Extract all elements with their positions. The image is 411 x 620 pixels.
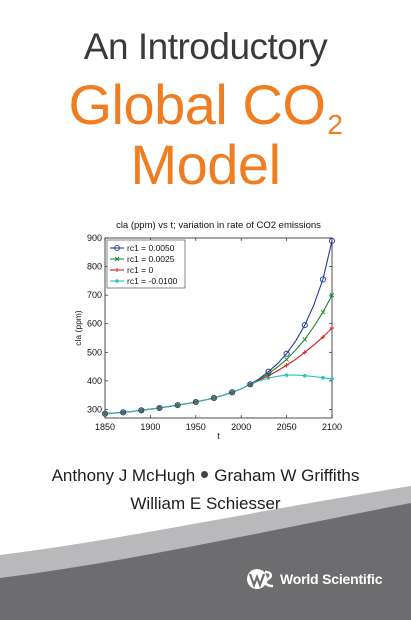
- data-point: [139, 407, 144, 413]
- author-name: Graham W Griffiths: [214, 466, 360, 485]
- data-point: [247, 381, 253, 387]
- data-point: [321, 375, 325, 380]
- data-point: [301, 322, 308, 329]
- legend-marker: [115, 268, 119, 272]
- x-tick-label: 2100: [322, 422, 342, 432]
- data-point: [330, 377, 334, 381]
- data-point: [284, 362, 289, 368]
- x-tick-label: 1850: [95, 422, 115, 432]
- legend-marker: [114, 256, 120, 262]
- authors-line-1: Anthony J McHugh Graham W Griffiths: [0, 466, 411, 486]
- x-tick-label: 2000: [231, 422, 251, 432]
- y-tick-label: 600: [87, 319, 102, 329]
- legend-label: rc1 = 0.0050: [127, 243, 175, 253]
- title-line-2: Model: [130, 133, 281, 196]
- data-point: [265, 368, 272, 375]
- data-point: [229, 389, 235, 395]
- y-tick-label: 300: [87, 404, 102, 414]
- data-point: [157, 405, 162, 411]
- data-point: [302, 373, 307, 378]
- cover-chart: cla (ppm) vs t; variation in rate of CO2…: [70, 212, 360, 452]
- publisher-name: World Scientific: [280, 571, 383, 587]
- data-point: [284, 373, 289, 377]
- data-point: [284, 357, 289, 362]
- data-point: [329, 325, 335, 331]
- data-point: [211, 395, 217, 401]
- data-point: [102, 411, 108, 417]
- pre-title: An Introductory: [83, 26, 328, 67]
- data-point: [247, 381, 254, 388]
- data-point: [266, 376, 271, 380]
- authors-line-2: William E Schiesser: [130, 494, 281, 513]
- data-point: [120, 409, 127, 416]
- legend-label: rc1 = -0.0100: [127, 276, 178, 286]
- legend-label: rc1 = 0: [127, 265, 153, 275]
- data-point: [210, 394, 218, 402]
- author-name: Anthony J McHugh: [51, 466, 196, 485]
- data-point: [266, 371, 271, 377]
- data-point: [174, 402, 181, 409]
- data-point: [101, 410, 109, 417]
- x-tick-label: 1950: [186, 422, 206, 432]
- x-tick-label: 2050: [277, 422, 297, 432]
- separator-dot: [201, 471, 209, 479]
- title-line-1: Global CO2: [0, 72, 411, 140]
- data-point: [302, 337, 308, 342]
- legend-label: rc1 = 0.0025: [127, 254, 175, 264]
- y-axis-label: cla (ppm): [73, 310, 83, 346]
- y-tick-label: 700: [87, 290, 102, 300]
- data-point: [120, 409, 126, 415]
- data-point: [320, 334, 326, 340]
- data-point: [229, 389, 236, 396]
- x-axis-label: t: [217, 431, 220, 441]
- y-tick-label: 800: [87, 262, 102, 272]
- data-point: [193, 399, 199, 405]
- chart-title: cla (ppm) vs t; variation in rate of CO2…: [116, 220, 321, 231]
- y-tick-label: 400: [87, 376, 102, 386]
- title-subscript: 2: [327, 109, 343, 140]
- legend-marker: [115, 279, 119, 283]
- data-point: [192, 398, 199, 406]
- data-point: [328, 237, 336, 244]
- data-point: [329, 292, 335, 298]
- footer-band-dark: [0, 503, 411, 620]
- chart-svg: cla (ppm) vs t; variation in rate of CO2…: [73, 220, 342, 441]
- title-main-text: Global CO: [68, 73, 326, 136]
- data-point: [319, 276, 326, 283]
- publisher: World Scientific: [246, 568, 383, 590]
- legend-marker: [114, 245, 120, 251]
- data-point: [320, 309, 326, 315]
- data-point: [175, 402, 180, 408]
- data-point: [138, 407, 145, 414]
- data-point: [156, 404, 163, 412]
- world-scientific-logo-icon: [246, 568, 276, 590]
- data-point: [302, 350, 307, 355]
- y-tick-label: 900: [87, 233, 102, 243]
- x-tick-label: 1900: [140, 422, 160, 432]
- y-tick-label: 500: [87, 347, 102, 357]
- data-point: [283, 350, 290, 357]
